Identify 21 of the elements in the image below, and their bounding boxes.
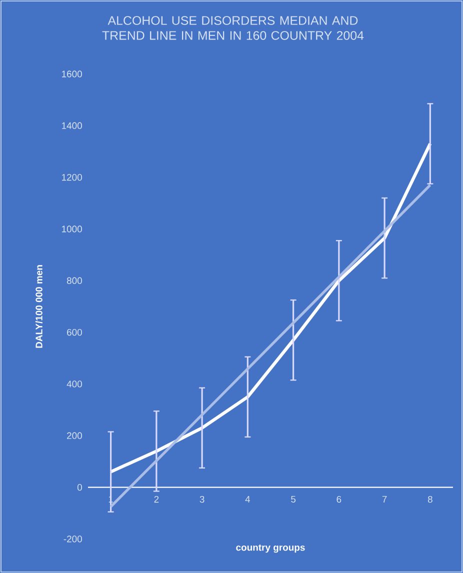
x-axis-title: country groups [236,544,305,553]
y-tick-label: 400 [66,380,82,388]
x-tick-label: 8 [428,496,432,503]
line-series [109,142,432,474]
x-tick-label: 3 [200,496,204,503]
x-tick-label: 7 [382,496,387,502]
y-tick-label: 1000 [62,226,82,232]
y-axis-title: DALY/100 000 men [35,265,42,348]
y-tick-label: 200 [67,432,82,440]
x-tick-label: 2 [154,496,159,503]
x-tick-label: 6 [336,496,342,503]
y-tick-label: -200 [64,536,82,542]
x-tick-label: 5 [291,496,296,503]
y-tick-label: 800 [66,277,82,284]
y-tick-label: 1600 [62,70,82,78]
y-tick-label: 1400 [62,122,82,130]
chart-title: ALCOHOL USE DISORDERS MEDIAN AND TREND LINE IN MEN IN 160 COUNTRY 2004 [102,16,364,40]
y-tick-label: 0 [77,484,82,491]
x-tick-label: 4 [245,496,250,502]
y-tick-label: 600 [67,328,82,336]
y-tick-label: 1200 [62,174,82,181]
